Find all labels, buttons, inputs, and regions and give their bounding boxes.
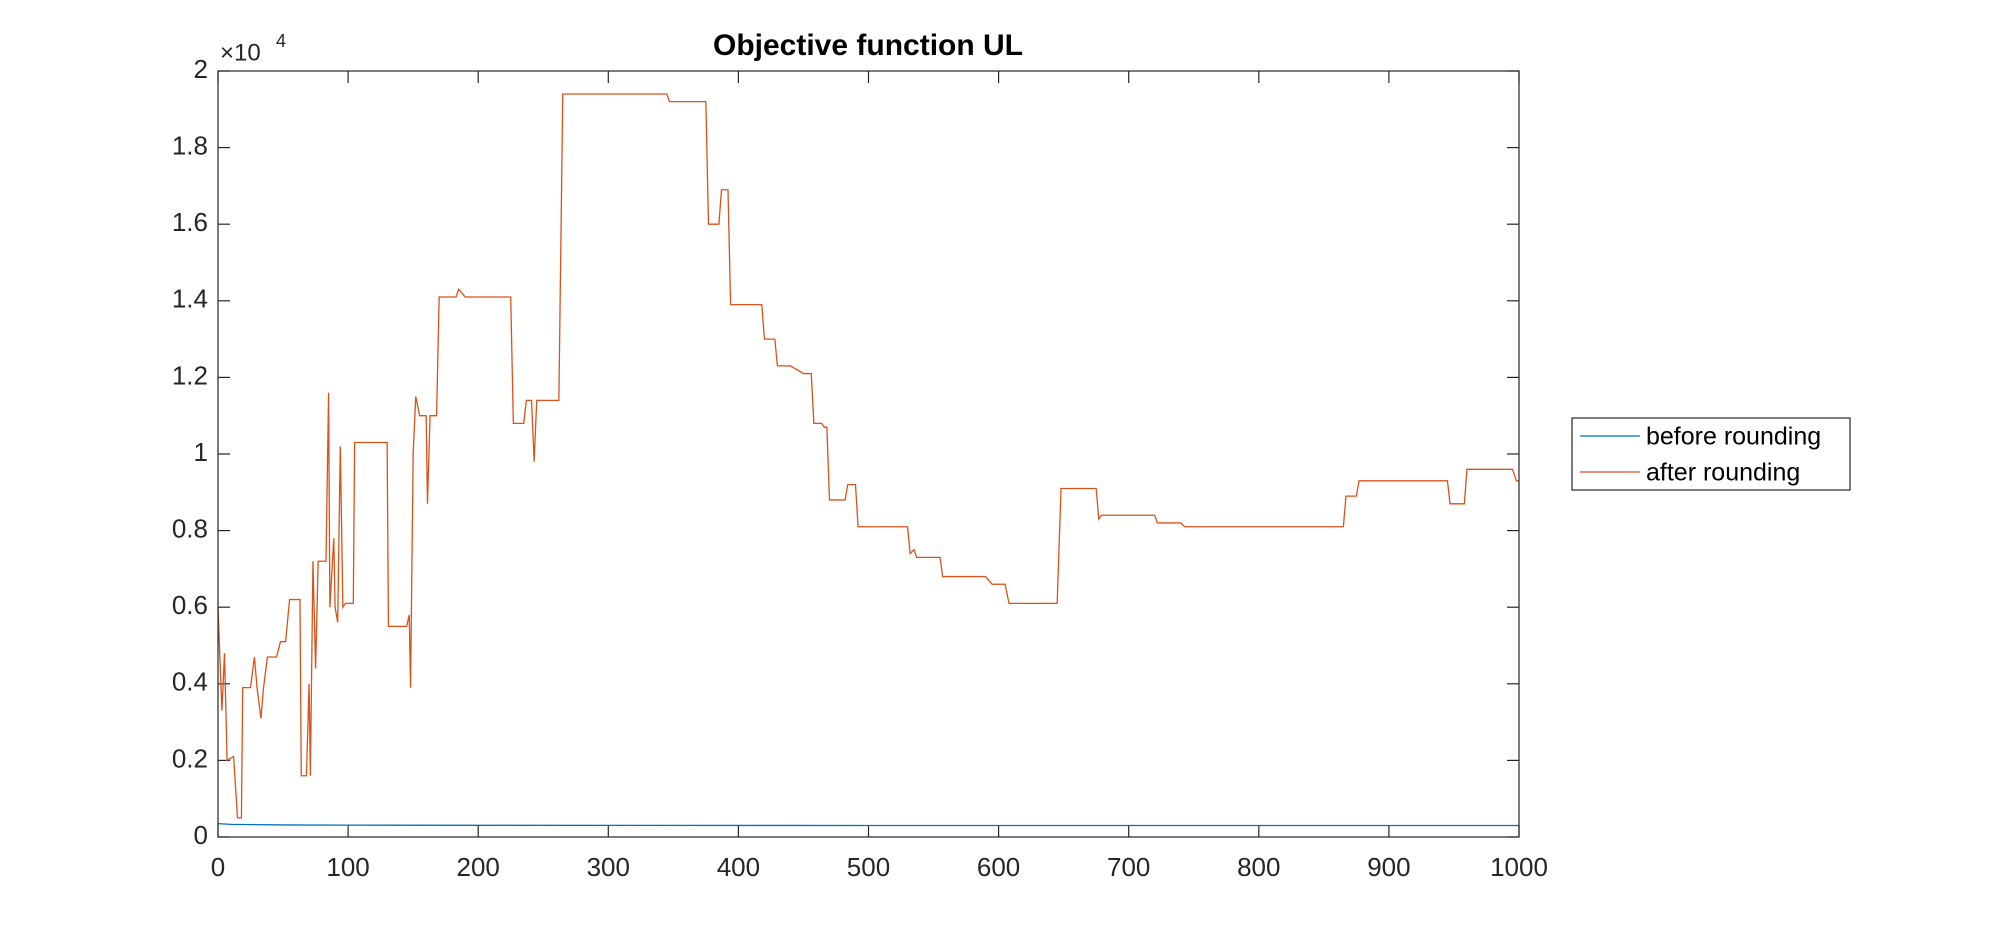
y-tick-label: 1.2 [172, 360, 208, 390]
y-tick-label: 1.6 [172, 207, 208, 237]
axes-box [217, 70, 1520, 838]
x-tick-label: 700 [1107, 852, 1150, 882]
legend-label: after rounding [1646, 459, 1800, 487]
x-tick-label: 500 [847, 852, 890, 882]
y-tick-label: 1.8 [172, 130, 208, 160]
plot-area [218, 71, 1519, 837]
y-tick-label: 0.4 [172, 667, 208, 697]
y-tick-label: 0.6 [172, 590, 208, 620]
x-tick-label: 900 [1367, 852, 1410, 882]
y-tick-label: 1 [194, 437, 208, 467]
y-multiplier-base: ×10 [220, 39, 261, 66]
data-line [217, 93, 1519, 819]
y-tick-label: 0.8 [172, 513, 208, 543]
x-tick-label: 200 [457, 852, 500, 882]
y-tick-label: 0 [194, 820, 208, 850]
y-multiplier-exponent: 4 [276, 31, 286, 51]
data-line [217, 822, 1519, 827]
x-tick-label: 800 [1237, 852, 1280, 882]
x-tick-label: 1000 [1490, 852, 1548, 882]
x-tick-label: 100 [326, 852, 369, 882]
x-tick-label: 0 [211, 852, 225, 882]
x-tick-label: 300 [587, 852, 630, 882]
x-tick-label: 600 [977, 852, 1020, 882]
y-tick-label: 0.2 [172, 743, 208, 773]
y-tick-label: 1.4 [172, 284, 208, 314]
y-tick-label: 2 [194, 54, 208, 84]
legend-box [1571, 417, 1851, 491]
legend-label: before rounding [1646, 423, 1821, 451]
x-tick-label: 400 [717, 852, 760, 882]
chart-title: Objective function UL [713, 29, 1023, 62]
